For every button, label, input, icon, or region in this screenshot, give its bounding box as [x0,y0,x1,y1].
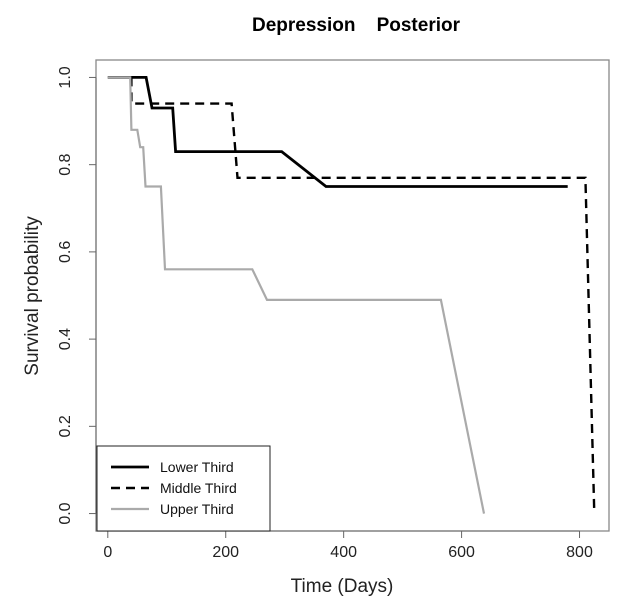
y-tick-label: 0.4 [57,328,74,350]
x-tick-label: 200 [212,544,239,561]
y-axis: 0.0 0.2 0.4 0.6 0.8 1.0 [57,66,97,525]
series-line-lower-third [107,76,568,188]
legend: Lower Third Middle Third Upper Third [96,445,271,532]
x-tick-label: 400 [330,544,357,561]
y-axis-label: Survival probability [22,216,43,376]
x-axis-label: Time (Days) [291,576,394,597]
y-tick-label: 0.6 [57,241,74,263]
chart-title: Depression Posterior [252,15,461,36]
legend-label-lower-third: Lower Third [160,459,234,475]
x-axis: 0 200 400 600 800 [103,530,593,561]
legend-label-middle-third: Middle Third [160,480,237,496]
x-tick-label: 800 [566,544,593,561]
y-tick-label: 0.2 [57,415,74,437]
legend-box [96,445,271,532]
y-tick-label: 1.0 [57,66,74,88]
x-tick-label: 0 [103,544,112,561]
x-tick-label: 600 [448,544,475,561]
legend-label-upper-third: Upper Third [160,501,234,517]
series-layer [107,76,596,514]
y-tick-label: 0.0 [57,502,74,524]
y-tick-label: 0.8 [57,153,74,175]
series-line-upper-third [107,76,486,514]
